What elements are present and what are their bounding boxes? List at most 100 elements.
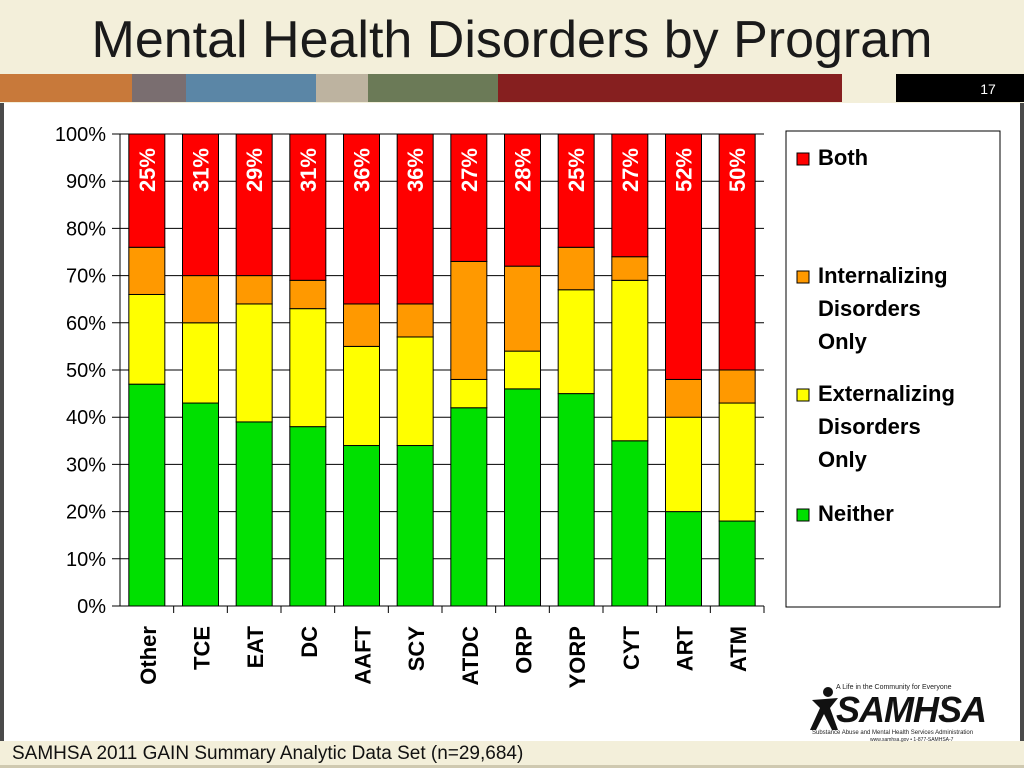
x-category-label: ATDC bbox=[458, 626, 483, 686]
legend-swatch bbox=[796, 152, 810, 166]
y-tick-label: 0% bbox=[77, 596, 106, 618]
band-segment bbox=[842, 74, 896, 102]
data-label: 36% bbox=[350, 148, 375, 192]
legend-label: Neither bbox=[818, 501, 894, 526]
bar-segment-both bbox=[504, 133, 541, 267]
bar-segment-internalizing bbox=[182, 275, 219, 324]
legend-swatch bbox=[796, 270, 810, 284]
bar-segment-neither bbox=[718, 520, 756, 607]
bar-segment-internalizing bbox=[289, 279, 327, 310]
x-category-label: ATM bbox=[726, 626, 751, 672]
bar-segment-both bbox=[343, 133, 380, 305]
data-label: 28% bbox=[511, 148, 536, 192]
bottom-rule bbox=[0, 765, 1024, 768]
data-label: 25% bbox=[564, 148, 589, 192]
y-tick-label: 70% bbox=[66, 266, 106, 288]
legend-label: Externalizing Disorders Only bbox=[818, 381, 955, 472]
y-tick-label: 60% bbox=[66, 313, 106, 335]
bar-segment-neither bbox=[557, 393, 595, 607]
data-label: 31% bbox=[296, 148, 321, 192]
y-tick-label: 80% bbox=[66, 218, 106, 240]
bar-segment-externalizing bbox=[450, 378, 488, 409]
bar-segment-both bbox=[450, 133, 488, 262]
bar-segment-externalizing bbox=[182, 322, 219, 404]
band-segment bbox=[0, 74, 132, 102]
data-label: 25% bbox=[135, 148, 160, 192]
x-category-label: YORP bbox=[565, 626, 590, 688]
slide-title: Mental Health Disorders by Program bbox=[91, 11, 933, 69]
bar-segment-both bbox=[611, 133, 649, 258]
legend-label-line: Both bbox=[818, 145, 868, 170]
bar-segment-externalizing bbox=[504, 350, 541, 390]
bar-segment-neither bbox=[128, 383, 166, 607]
y-tick-label: 90% bbox=[66, 171, 106, 193]
x-category-label: EAT bbox=[243, 625, 268, 668]
legend-label-line: Disorders bbox=[818, 414, 921, 439]
band-segment bbox=[186, 74, 316, 102]
bar-segment-both bbox=[396, 133, 434, 305]
legend-label-line: Disorders bbox=[818, 296, 921, 321]
slide-number: 17 bbox=[980, 81, 996, 97]
x-category-label: Other bbox=[136, 626, 161, 685]
x-category-label: AAFT bbox=[351, 625, 376, 684]
bar-segment-both bbox=[289, 133, 327, 281]
data-label: 27% bbox=[618, 148, 643, 192]
logo-subtitle: Substance Abuse and Mental Health Servic… bbox=[812, 730, 974, 736]
bar-segment-neither bbox=[396, 445, 434, 607]
legend-label-line: Internalizing bbox=[818, 263, 948, 288]
stacked-bar-chart: 0% 10% 20% 30% 40% 50% 60% 70% 80% 90% 100% 25% Othe… bbox=[55, 124, 1001, 688]
bar-segment-neither bbox=[289, 426, 327, 607]
data-label: 50% bbox=[725, 148, 750, 192]
bar-segment-externalizing bbox=[343, 345, 380, 447]
band-segment bbox=[132, 74, 186, 102]
band-segment bbox=[316, 74, 368, 102]
bar-segment-internalizing bbox=[718, 369, 756, 404]
data-label: 52% bbox=[672, 148, 697, 192]
bar-segment-both bbox=[665, 133, 702, 380]
bar-segment-neither bbox=[665, 511, 702, 607]
bar-segment-externalizing bbox=[128, 293, 166, 385]
bar-segment-externalizing bbox=[289, 308, 327, 428]
logo-contact: www.samhsa.gov • 1-877-SAMHSA-7 bbox=[870, 737, 954, 743]
bar-segment-internalizing bbox=[557, 246, 595, 291]
bar-segment-neither bbox=[343, 445, 380, 607]
legend-label-line: Only bbox=[818, 329, 868, 354]
legend-label-line: Externalizing bbox=[818, 381, 955, 406]
bar-segment-internalizing bbox=[343, 303, 380, 347]
bar-segment-neither bbox=[504, 388, 541, 607]
bar-segment-internalizing bbox=[128, 246, 166, 295]
bar-segment-internalizing bbox=[665, 378, 702, 418]
x-category-label: SCY bbox=[404, 626, 429, 672]
y-tick-label: 40% bbox=[66, 407, 106, 429]
legend-label-line: Only bbox=[818, 447, 868, 472]
y-tick-label: 50% bbox=[66, 360, 106, 382]
bar-segment-externalizing bbox=[611, 279, 649, 442]
band-segment bbox=[368, 74, 498, 102]
bar-segment-externalizing bbox=[235, 303, 273, 423]
band-segment bbox=[896, 74, 1024, 102]
bar-segment-both bbox=[235, 133, 273, 277]
bar-segment-neither bbox=[611, 440, 649, 607]
data-label: 36% bbox=[403, 148, 428, 192]
samhsa-figure-icon bbox=[810, 687, 838, 730]
y-tick-label: 10% bbox=[66, 549, 106, 571]
bar-segment-internalizing bbox=[396, 303, 434, 338]
data-label: 27% bbox=[457, 148, 482, 192]
chart-panel: 0% 10% 20% 30% 40% 50% 60% 70% 80% 90% 100% 25% Othe… bbox=[0, 103, 1024, 741]
bar-segment-externalizing bbox=[665, 416, 702, 513]
bar-segment-both bbox=[557, 133, 595, 248]
bar-segment-both bbox=[718, 133, 756, 371]
bar-segment-externalizing bbox=[557, 289, 595, 395]
source-note: SAMHSA 2011 GAIN Summary Analytic Data S… bbox=[12, 743, 524, 764]
bar-segment-internalizing bbox=[611, 256, 649, 281]
bar-segment-externalizing bbox=[396, 336, 434, 447]
bar-segment-both bbox=[182, 133, 219, 277]
bar-segment-both bbox=[128, 133, 166, 248]
bar-segment-internalizing bbox=[504, 265, 541, 352]
data-label: 31% bbox=[189, 148, 214, 192]
logo-name: SAMHSA bbox=[836, 689, 987, 730]
y-tick-label: 30% bbox=[66, 454, 106, 476]
bar-segment-neither bbox=[182, 402, 219, 607]
legend-swatch bbox=[796, 388, 810, 402]
y-tick-label: 100% bbox=[55, 124, 106, 146]
